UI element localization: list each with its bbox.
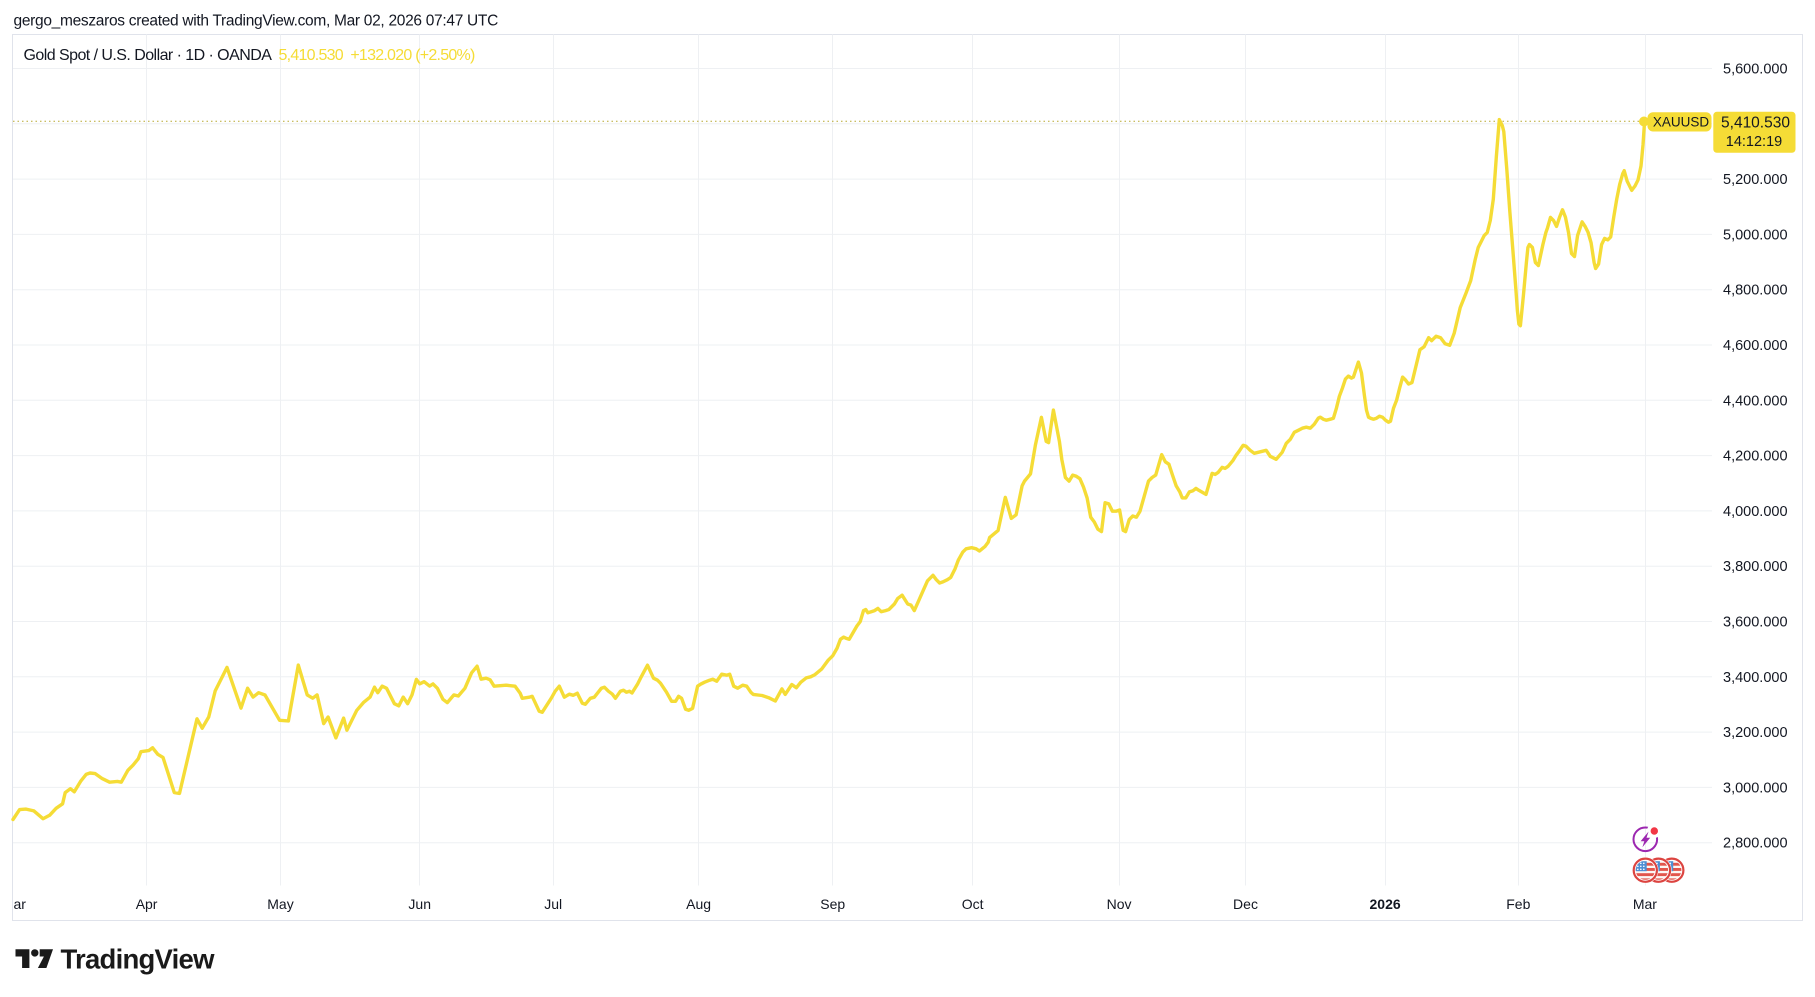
svg-text:3,400.000: 3,400.000 <box>1723 670 1788 686</box>
svg-text:2026: 2026 <box>1370 896 1401 912</box>
svg-text:3,200.000: 3,200.000 <box>1723 725 1788 741</box>
svg-text:5,000.000: 5,000.000 <box>1723 227 1788 243</box>
svg-text:3,000.000: 3,000.000 <box>1723 780 1788 796</box>
svg-text:5,410.530: 5,410.530 <box>1721 114 1790 131</box>
svg-text:Gold Spot / U.S. Dollar · 1D ·: Gold Spot / U.S. Dollar · 1D · OANDA <box>24 47 273 64</box>
svg-text:May: May <box>267 896 293 912</box>
svg-text:Sep: Sep <box>820 896 845 912</box>
svg-text:Mar: Mar <box>1633 896 1657 912</box>
svg-text:4,400.000: 4,400.000 <box>1723 393 1788 409</box>
svg-text:Aug: Aug <box>686 896 711 912</box>
svg-text:5,200.000: 5,200.000 <box>1723 172 1788 188</box>
svg-text:XAUUSD: XAUUSD <box>1653 115 1710 130</box>
svg-text:4,200.000: 4,200.000 <box>1723 449 1788 465</box>
svg-text:Dec: Dec <box>1233 896 1258 912</box>
svg-text:5,410.530 +132.020 (+2.50%): 5,410.530 +132.020 (+2.50%) <box>279 47 475 64</box>
svg-text:Jul: Jul <box>544 896 562 912</box>
svg-text:gergo_meszaros created with Tr: gergo_meszaros created with TradingView.… <box>14 13 499 30</box>
svg-text:4,600.000: 4,600.000 <box>1723 338 1788 354</box>
svg-text:4,800.000: 4,800.000 <box>1723 283 1788 299</box>
svg-text:Feb: Feb <box>1506 896 1530 912</box>
svg-text:Oct: Oct <box>962 896 984 912</box>
svg-text:ar: ar <box>14 896 27 912</box>
svg-text:Nov: Nov <box>1107 896 1132 912</box>
svg-text:Apr: Apr <box>136 896 158 912</box>
svg-text:14:12:19: 14:12:19 <box>1726 134 1782 150</box>
svg-text:Jun: Jun <box>408 896 431 912</box>
svg-text:3,600.000: 3,600.000 <box>1723 615 1788 631</box>
svg-text:5,600.000: 5,600.000 <box>1723 62 1788 78</box>
svg-text:2,800.000: 2,800.000 <box>1723 836 1788 852</box>
svg-text:4,000.000: 4,000.000 <box>1723 504 1788 520</box>
svg-text:TradingView: TradingView <box>61 944 216 975</box>
svg-text:3,800.000: 3,800.000 <box>1723 559 1788 575</box>
